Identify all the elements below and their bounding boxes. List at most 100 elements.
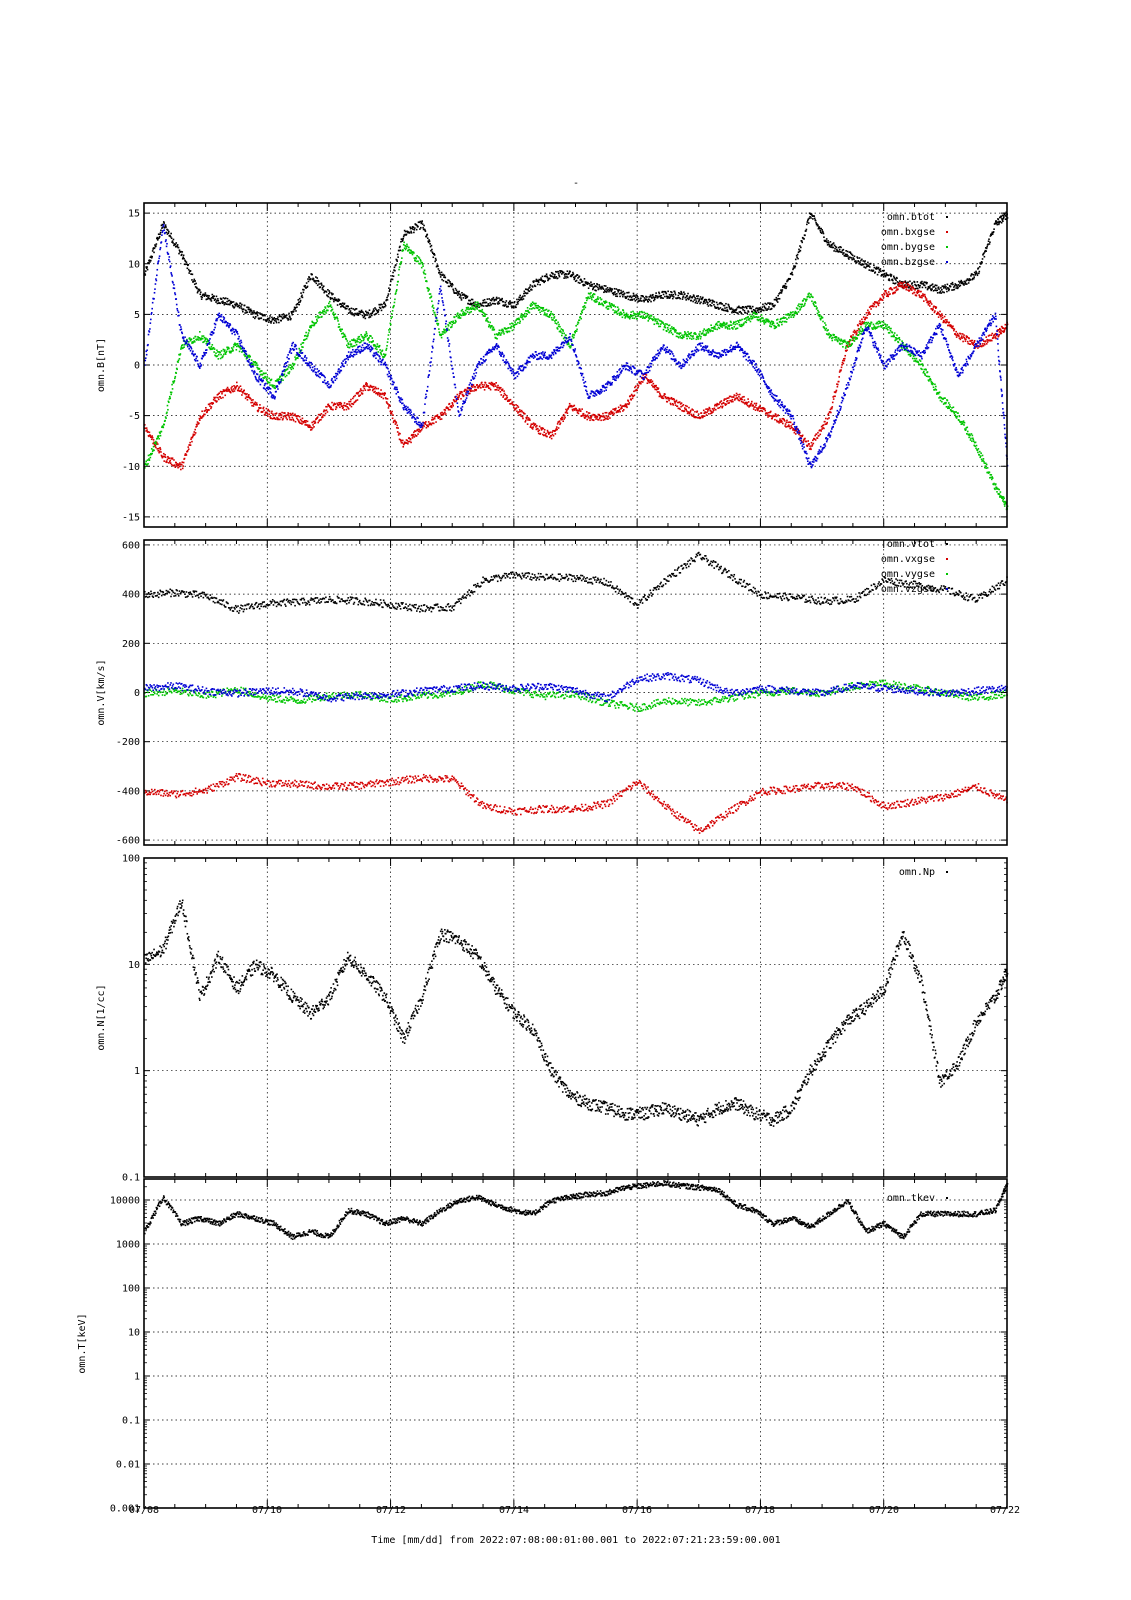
data-point: [654, 296, 657, 299]
data-point: [525, 417, 528, 420]
data-point: [517, 406, 520, 408]
data-point: [860, 322, 862, 324]
data-point: [283, 373, 286, 376]
data-point: [691, 415, 694, 417]
data-point: [754, 409, 757, 411]
data-point: [855, 332, 858, 334]
data-point: [550, 275, 552, 277]
data-point: [536, 279, 538, 281]
data-point: [194, 428, 196, 431]
data-point: [466, 295, 469, 298]
data-point: [427, 240, 430, 243]
data-point: [910, 289, 913, 291]
data-point: [594, 289, 596, 292]
data-point: [535, 280, 537, 282]
data-point: [877, 267, 879, 270]
data-point: [933, 305, 935, 308]
data-point: [443, 276, 445, 278]
data-point: [168, 398, 171, 400]
data-point: [980, 262, 982, 265]
data-point: [622, 295, 624, 298]
data-point: [145, 267, 148, 270]
data-point: [156, 435, 159, 438]
data-point: [402, 235, 405, 238]
data-point: [707, 305, 710, 307]
data-point: [250, 399, 253, 402]
data-point: [929, 300, 932, 302]
data-point: [301, 294, 303, 297]
data-point: [779, 419, 782, 422]
data-point: [954, 283, 957, 286]
data-point: [165, 460, 168, 462]
data-point: [403, 241, 405, 244]
data-point: [203, 295, 206, 297]
data-point: [300, 422, 302, 424]
data-point: [690, 299, 693, 302]
data-point: [237, 389, 239, 392]
data-point: [505, 397, 508, 400]
data-point: [328, 300, 331, 303]
data-point: [429, 242, 431, 245]
data-point: [541, 279, 543, 282]
data-point: [272, 413, 274, 415]
data-point: [747, 311, 750, 313]
data-point: [579, 408, 581, 411]
data-point: [791, 271, 793, 274]
data-point: [672, 293, 675, 296]
data-point: [604, 418, 606, 421]
data-point: [738, 395, 740, 398]
data-point: [425, 421, 427, 423]
data-point: [436, 265, 438, 268]
data-point: [178, 249, 181, 252]
data-point: [168, 230, 170, 233]
data-point: [474, 388, 476, 391]
data-point: [975, 270, 977, 273]
data-point: [769, 303, 771, 306]
data-point: [831, 407, 833, 410]
data-point: [648, 315, 651, 317]
data-point: [527, 419, 529, 421]
data-point: [642, 374, 644, 376]
data-point: [917, 287, 919, 290]
data-point: [279, 413, 282, 416]
data-point: [399, 263, 402, 266]
data-point: [267, 321, 270, 323]
data-point: [461, 391, 463, 393]
data-point: [430, 249, 432, 252]
data-point: [442, 414, 444, 416]
data-point: [386, 296, 388, 299]
data-point: [236, 345, 238, 348]
data-point: [517, 412, 519, 414]
data-point: [745, 403, 748, 406]
data-point: [188, 444, 191, 446]
data-point: [451, 324, 454, 326]
data-point: [861, 263, 864, 266]
data-point: [355, 343, 358, 346]
data-point: [555, 429, 557, 431]
data-point: [268, 377, 270, 380]
data-point: [518, 299, 521, 302]
data-point: [483, 301, 485, 304]
data-point: [924, 295, 926, 298]
data-point: [553, 277, 555, 279]
data-point: [534, 423, 537, 426]
data-point: [430, 423, 433, 426]
data-point: [805, 440, 808, 443]
data-point: [574, 275, 577, 278]
data-point: [597, 296, 599, 298]
data-point: [219, 351, 221, 354]
data-point: [156, 448, 159, 450]
data-point: [532, 422, 535, 425]
data-point: [251, 401, 254, 404]
data-point: [196, 425, 198, 427]
data-point: [249, 310, 252, 312]
data-point: [293, 363, 296, 365]
data-point: [285, 414, 288, 417]
data-point: [894, 291, 896, 294]
data-point: [923, 300, 925, 302]
data-point: [181, 467, 184, 470]
data-point: [988, 238, 990, 241]
data-point: [678, 297, 681, 299]
data-point: [374, 307, 376, 309]
data-point: [594, 416, 596, 419]
